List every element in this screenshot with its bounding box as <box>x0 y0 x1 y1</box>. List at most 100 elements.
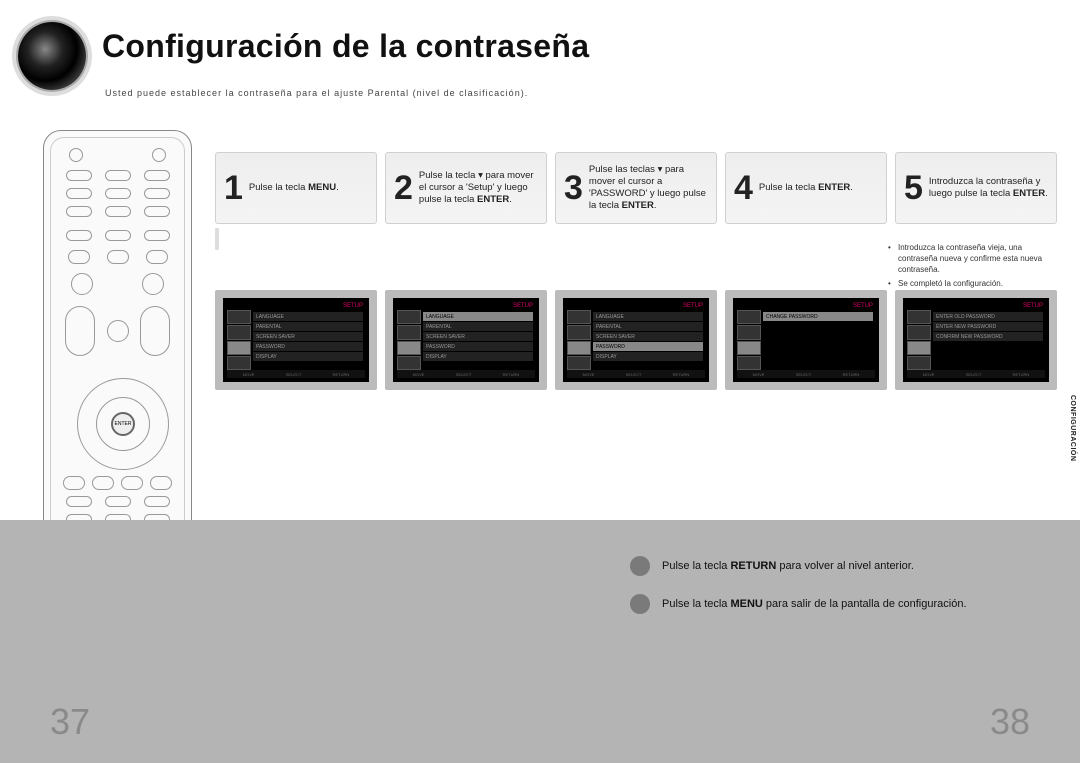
menu-row: DISPLAY <box>593 352 703 361</box>
screenshot-inner: SETUP LANGUAGEPARENTALSCREEN SAVERPASSWO… <box>567 302 705 378</box>
side-tab-icon <box>737 325 761 339</box>
menu-row: DISPLAY <box>253 352 363 361</box>
step-number: 2 <box>394 171 413 205</box>
side-tab-icon <box>567 310 591 324</box>
step-text: Pulse la tecla ENTER. <box>759 182 853 194</box>
screenshot-title: SETUP <box>227 302 365 310</box>
step-number: 5 <box>904 171 923 205</box>
step-text: Introduzca la contraseña y luego pulse l… <box>929 176 1048 200</box>
steps-row: 1 Pulse la tecla MENU. 2 Pulse la tecla … <box>215 152 1057 224</box>
step-4: 4 Pulse la tecla ENTER. <box>725 152 887 224</box>
step-text: Pulse la tecla MENU. <box>249 182 339 194</box>
remote-button <box>144 496 170 507</box>
screenshot-inner: SETUP LANGUAGEPARENTALSCREEN SAVERPASSWO… <box>227 302 365 378</box>
menu-row: ENTER NEW PASSWORD <box>933 322 1043 331</box>
side-tab-icon <box>907 341 931 355</box>
side-tab-icon <box>397 310 421 324</box>
remote-button <box>144 206 170 217</box>
side-tab-icon <box>907 325 931 339</box>
screenshot-title: SETUP <box>907 302 1045 310</box>
screenshots-row: SETUP LANGUAGEPARENTALSCREEN SAVERPASSWO… <box>215 290 1057 390</box>
remote-button <box>105 188 131 199</box>
screenshot-title: SETUP <box>567 302 705 310</box>
menu-row: SCREEN SAVER <box>593 332 703 341</box>
remote-inner: ENTER <box>50 137 185 563</box>
step-header: 3 Pulse las teclas ▾ para mover el curso… <box>555 152 717 224</box>
step-text: Pulse la tecla ▾ para mover el cursor a … <box>419 170 538 206</box>
menu-row: SCREEN SAVER <box>253 332 363 341</box>
remote-button <box>144 188 170 199</box>
tip-text: Pulse la tecla RETURN para volver al niv… <box>662 560 914 572</box>
screenshot-title: SETUP <box>737 302 875 310</box>
tip-text: Pulse la tecla MENU para salir de la pan… <box>662 598 967 610</box>
step-number: 4 <box>734 171 753 205</box>
menu-row: ENTER OLD PASSWORD <box>933 312 1043 321</box>
tv-screenshot: SETUP CHANGE PASSWORD MOVESELECTRETURN <box>725 290 887 390</box>
step-1: 1 Pulse la tecla MENU. <box>215 152 377 224</box>
note-item: Introduzca la contraseña vieja, una cont… <box>888 243 1058 275</box>
menu-row: PARENTAL <box>593 322 703 331</box>
mute-button-icon <box>107 320 129 342</box>
remote-control-illustration: ENTER <box>43 130 192 570</box>
side-tabs <box>737 310 761 370</box>
remote-button <box>66 188 92 199</box>
screenshot-body: LANGUAGEPARENTALSCREEN SAVERPASSWORDDISP… <box>227 310 365 370</box>
screenshot-footer: MOVESELECTRETURN <box>227 370 365 378</box>
step5-notes: Introduzca la contraseña vieja, una cont… <box>888 243 1058 294</box>
menu-list: LANGUAGEPARENTALSCREEN SAVERPASSWORDDISP… <box>251 310 365 370</box>
screenshot-inner: SETUP LANGUAGEPARENTALSCREEN SAVERPASSWO… <box>397 302 535 378</box>
tv-screenshot: SETUP ENTER OLD PASSWORDENTER NEW PASSWO… <box>895 290 1057 390</box>
remote-button <box>66 170 92 181</box>
step-header: 2 Pulse la tecla ▾ para mover el cursor … <box>385 152 547 224</box>
remote-button <box>105 206 131 217</box>
speaker-logo-icon <box>18 22 86 90</box>
footer-tip: Pulse la tecla RETURN para volver al niv… <box>630 556 1030 576</box>
remote-button <box>107 250 129 264</box>
menu-row: LANGUAGE <box>253 312 363 321</box>
menu-row: LANGUAGE <box>593 312 703 321</box>
power-button-icon <box>69 148 83 162</box>
remote-button <box>144 170 170 181</box>
side-tabs <box>907 310 931 370</box>
menu-row: CONFIRM NEW PASSWORD <box>933 332 1043 341</box>
tv-screenshot: SETUP LANGUAGEPARENTALSCREEN SAVERPASSWO… <box>385 290 547 390</box>
screenshot-body: CHANGE PASSWORD <box>737 310 875 370</box>
remote-button <box>92 476 114 490</box>
step-2: 2 Pulse la tecla ▾ para mover el cursor … <box>385 152 547 224</box>
side-tab-icon <box>227 325 251 339</box>
side-tab-icon <box>737 310 761 324</box>
step-header: 1 Pulse la tecla MENU. <box>215 152 377 224</box>
side-tab-icon <box>227 356 251 370</box>
screenshot-title: SETUP <box>397 302 535 310</box>
step-3: 3 Pulse las teclas ▾ para mover el curso… <box>555 152 717 224</box>
aux-button-icon <box>152 148 166 162</box>
menu-list: CHANGE PASSWORD <box>761 310 875 370</box>
volume-rocker <box>140 306 170 356</box>
tv-screenshot: SETUP LANGUAGEPARENTALSCREEN SAVERPASSWO… <box>555 290 717 390</box>
menu-list: LANGUAGEPARENTALSCREEN SAVERPASSWORDDISP… <box>421 310 535 370</box>
step-number: 1 <box>224 171 243 205</box>
screenshot-footer: MOVESELECTRETURN <box>397 370 535 378</box>
tip-bullet-icon <box>630 594 650 614</box>
screenshot-inner: SETUP CHANGE PASSWORD MOVESELECTRETURN <box>737 302 875 378</box>
side-tab-icon <box>397 356 421 370</box>
screenshot-body: LANGUAGEPARENTALSCREEN SAVERPASSWORDDISP… <box>397 310 535 370</box>
enter-button-icon: ENTER <box>111 412 135 436</box>
screenshot-body: ENTER OLD PASSWORDENTER NEW PASSWORDCONF… <box>907 310 1045 370</box>
menu-row: PARENTAL <box>423 322 533 331</box>
side-tab-icon <box>737 356 761 370</box>
remote-button <box>150 476 172 490</box>
page-number-left: 37 <box>50 701 90 743</box>
side-tab-icon <box>907 310 931 324</box>
step-text: Pulse las teclas ▾ para mover el cursor … <box>589 164 708 212</box>
remote-button <box>144 230 170 241</box>
side-tab-icon <box>907 356 931 370</box>
step-header: 5 Introduzca la contraseña y luego pulse… <box>895 152 1057 224</box>
note-item: Se completó la configuración. <box>888 279 1058 290</box>
menu-row: DISPLAY <box>423 352 533 361</box>
side-tabs <box>227 310 251 370</box>
side-tab-icon <box>567 325 591 339</box>
play-button-icon <box>142 273 164 295</box>
tv-screenshot: SETUP LANGUAGEPARENTALSCREEN SAVERPASSWO… <box>215 290 377 390</box>
menu-row: PASSWORD <box>593 342 703 351</box>
